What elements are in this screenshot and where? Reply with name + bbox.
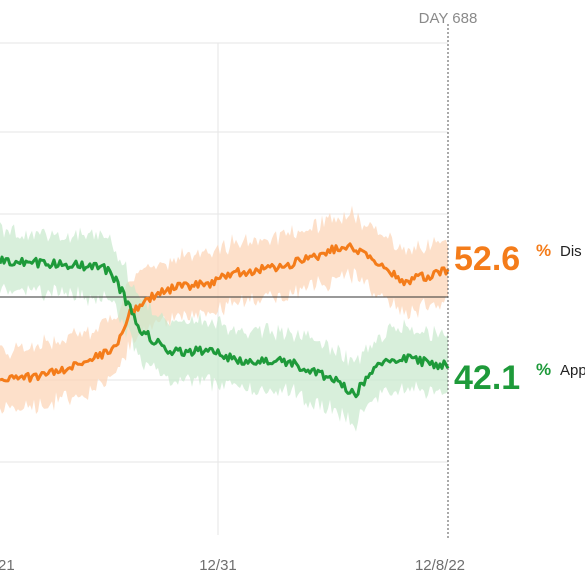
x-tick-label: 21 — [0, 557, 15, 574]
approve-line — [0, 255, 450, 399]
disapprove-series-name: Dis — [560, 243, 582, 260]
approve-series-name: App — [560, 362, 585, 379]
disapprove-end-label: 52.6 % Dis — [454, 240, 582, 278]
disapprove-value: 52.6 — [454, 240, 520, 278]
disapprove-confidence-band — [0, 205, 448, 414]
approve-percent-sign: % — [536, 360, 551, 379]
disapprove-percent-sign: % — [536, 241, 551, 260]
disapprove-line — [0, 242, 450, 383]
approve-value: 42.1 — [454, 359, 520, 397]
approve-end-label: 42.1 % App — [454, 359, 585, 397]
x-tick-label: 12/31 — [199, 557, 237, 574]
day-label: DAY 688 — [419, 10, 478, 27]
x-tick-label: 12/8/22 — [415, 557, 465, 574]
